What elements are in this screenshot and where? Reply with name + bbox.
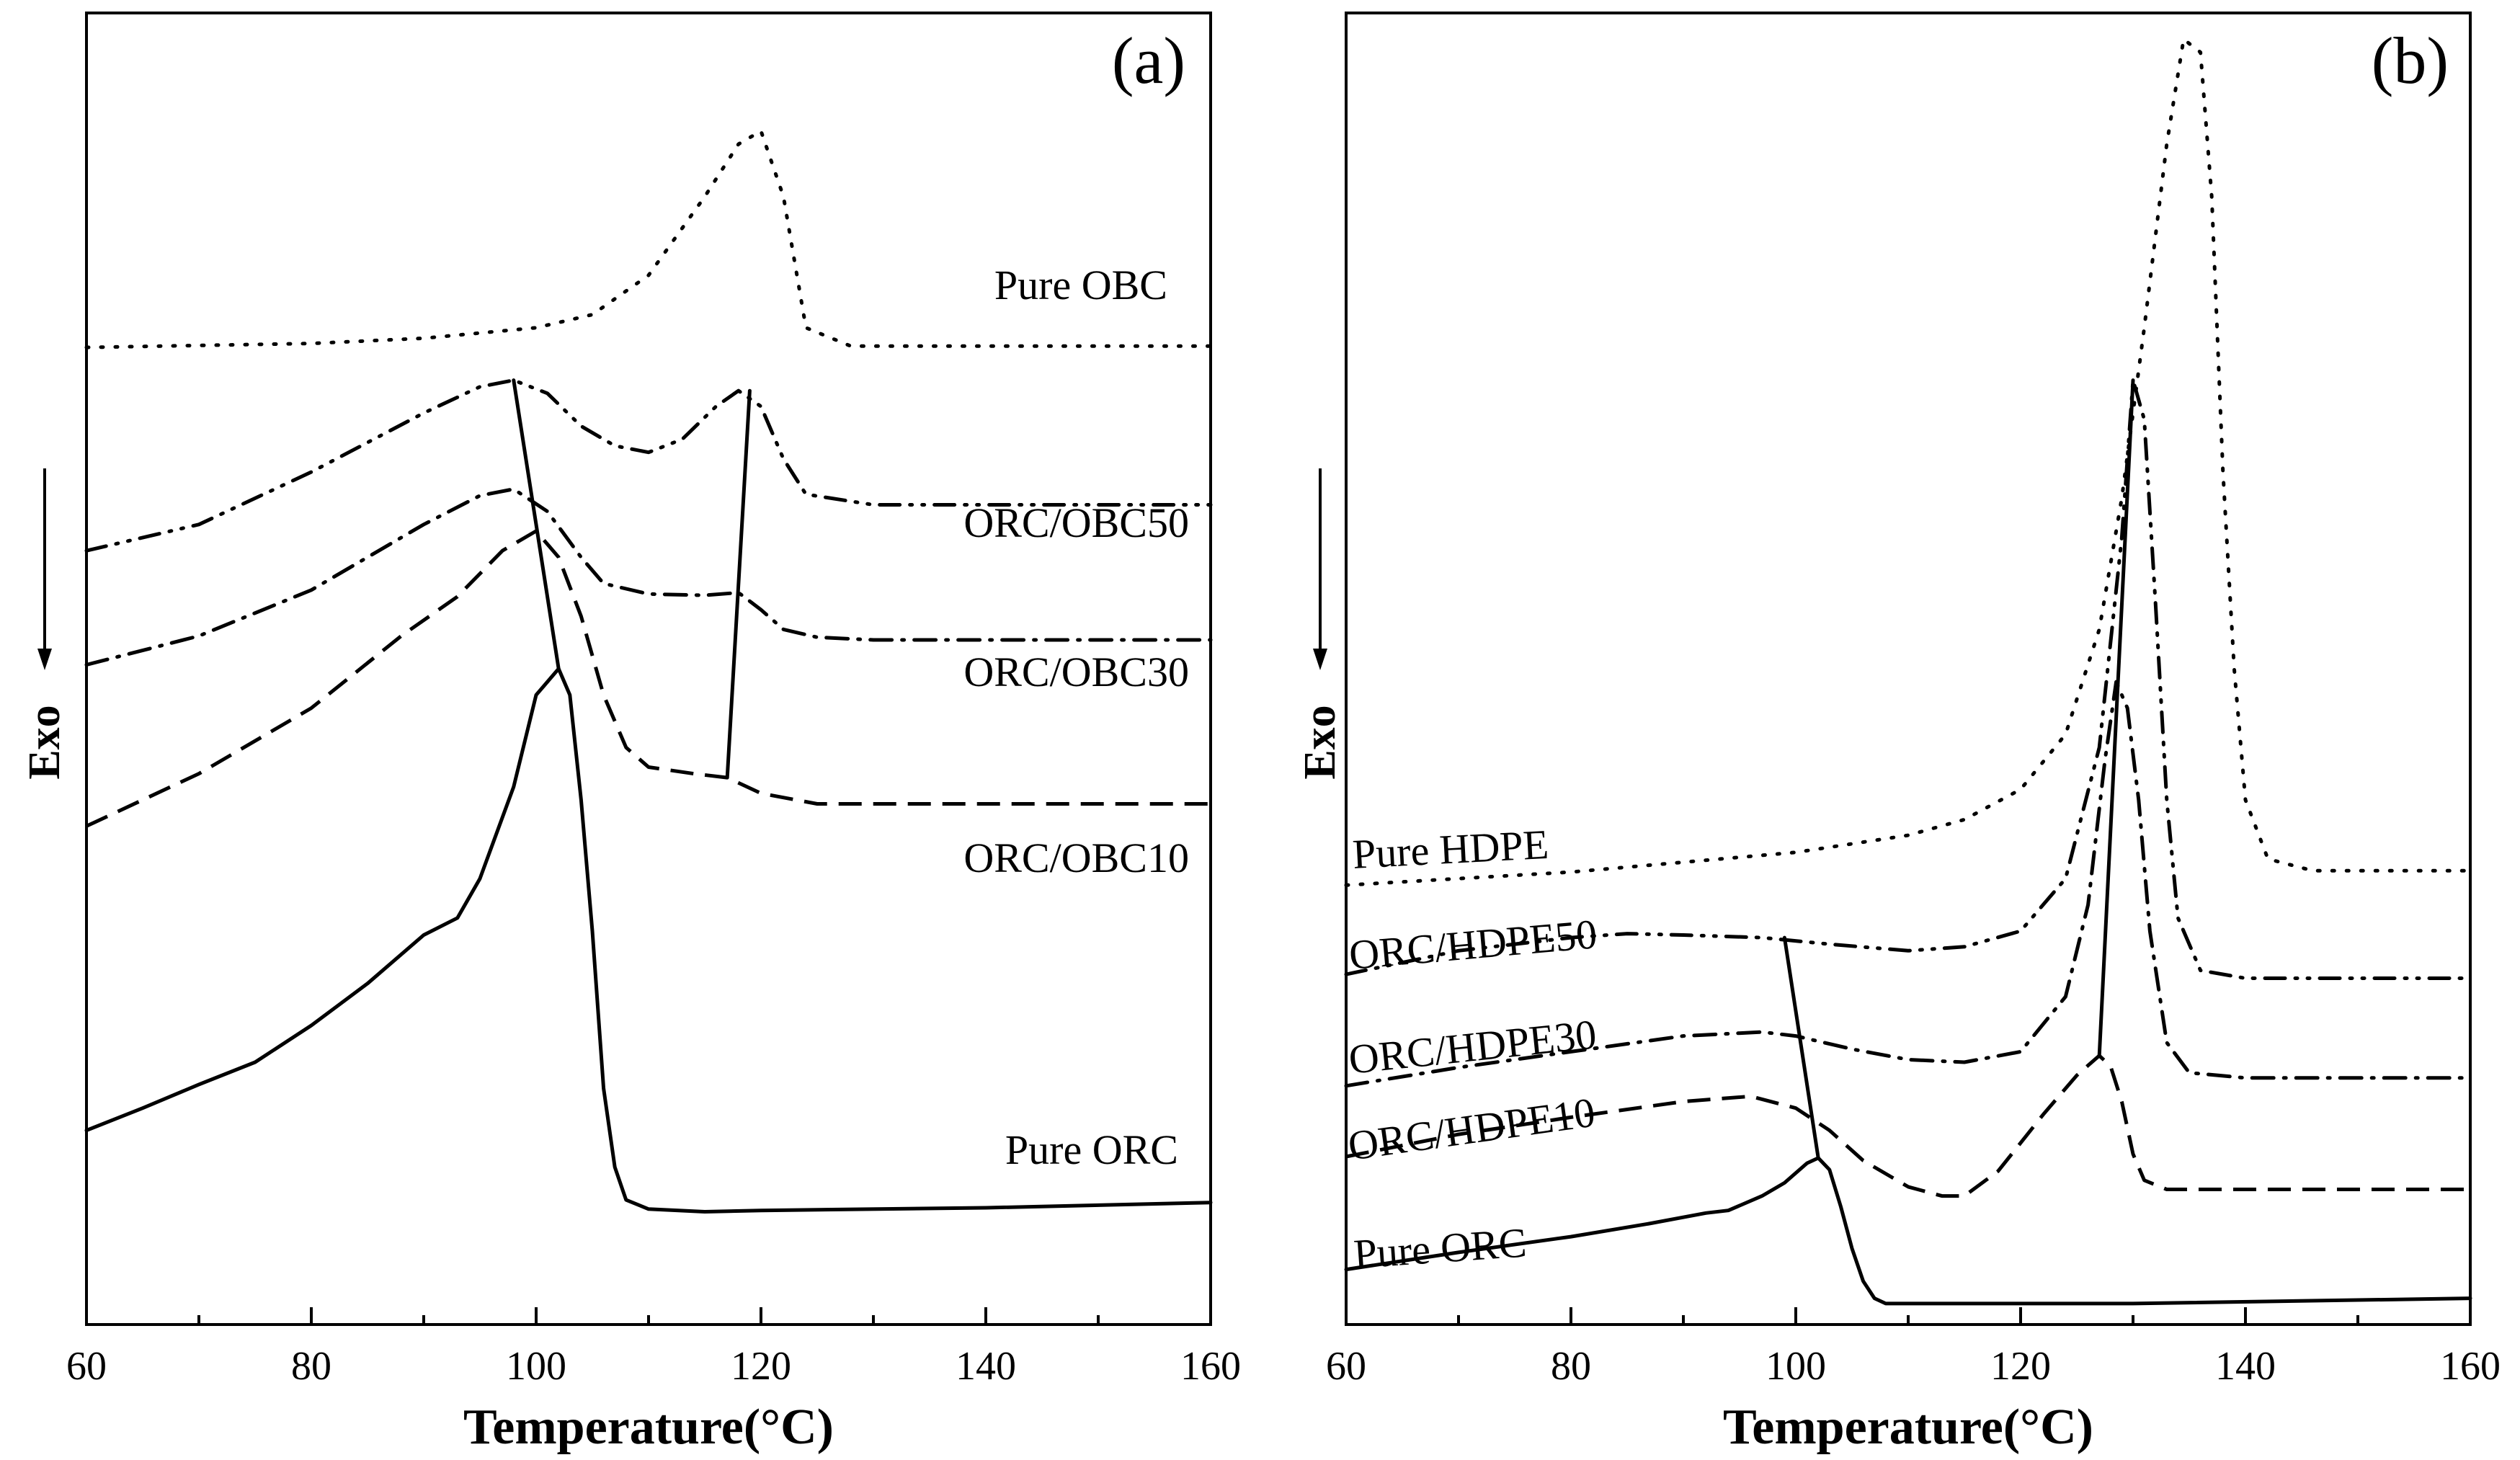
curve-label: ORC/OBC30	[963, 649, 1189, 695]
x-tick-label: 120	[731, 1344, 791, 1389]
peak-trend-line	[512, 378, 561, 671]
panel-b: 60 80 100 120 140 160 Temperature(°C) Exo (b) Pur…	[1296, 12, 2501, 1455]
series-line-orc-obc30	[84, 487, 1213, 667]
series-line-orc-obc10	[85, 529, 1211, 828]
x-tick-label: 80	[1551, 1344, 1591, 1389]
curve-label: ORC/HDPE30	[1347, 1010, 1599, 1083]
curve-label: Pure ORC	[1352, 1219, 1528, 1278]
exo-arrow-head	[1313, 649, 1327, 670]
x-tick-label: 140	[956, 1344, 1016, 1389]
series-line-pure-obc	[84, 129, 1213, 350]
panel-a: 60 80 100 120 140 160 Temperature(°C) Exo (a) Pur…	[20, 12, 1241, 1455]
panel-label: (b)	[2372, 24, 2449, 97]
curve-label: Pure HDPE	[1351, 821, 1549, 878]
curve-label: Pure OBC	[994, 262, 1167, 308]
x-tick-label: 140	[2215, 1344, 2276, 1389]
curve-label: ORC/OBC10	[963, 834, 1189, 881]
curve-label: ORC/OBC50	[963, 499, 1189, 546]
x-tick-label: 80	[291, 1344, 331, 1389]
x-tick-label: 60	[1326, 1344, 1366, 1389]
exo-arrow-head	[37, 649, 52, 670]
series-line-orc-hdpe10	[1345, 1054, 2470, 1198]
x-tick-label: 160	[2440, 1344, 2501, 1389]
x-tick-label: 160	[1180, 1344, 1241, 1389]
peak-trend-line	[1782, 935, 1820, 1160]
x-tick-label: 100	[1766, 1344, 1826, 1389]
x-tick-label: 60	[66, 1344, 107, 1389]
curve-label: ORC/HDPE10	[1345, 1089, 1598, 1170]
exo-label: Exo	[20, 705, 69, 779]
series-line-orc-hdpe30	[1344, 680, 2472, 1088]
panel-label: (a)	[1112, 24, 1185, 97]
x-axis-title: Temperature(°C)	[463, 1399, 834, 1455]
series-line-pure-hdpe	[1344, 37, 2472, 887]
x-tick-label: 120	[1990, 1344, 2051, 1389]
x-axis-title: Temperature(°C)	[1723, 1399, 2093, 1455]
peak-trend-line	[2097, 378, 2135, 1058]
series-line-orc-obc50	[84, 378, 1213, 553]
x-tick-label: 100	[506, 1344, 566, 1389]
series-line-orc-hdpe50	[1344, 378, 2472, 980]
curve-label: Pure ORC	[1005, 1126, 1178, 1173]
peak-trend-line	[725, 388, 752, 780]
curve-label: ORC/HDPE50	[1347, 910, 1598, 979]
exo-label: Exo	[1296, 705, 1345, 779]
